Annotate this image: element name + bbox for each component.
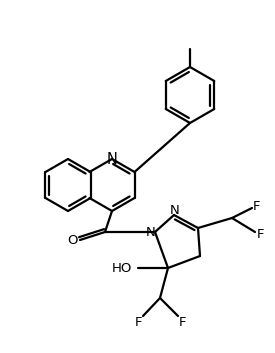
Text: F: F <box>135 316 143 329</box>
Text: N: N <box>107 151 117 167</box>
Text: F: F <box>256 227 264 240</box>
Text: N: N <box>146 227 156 239</box>
Text: O: O <box>68 233 78 246</box>
Text: F: F <box>178 316 186 329</box>
Text: HO: HO <box>112 262 132 275</box>
Text: N: N <box>170 204 180 217</box>
Text: F: F <box>253 199 261 213</box>
